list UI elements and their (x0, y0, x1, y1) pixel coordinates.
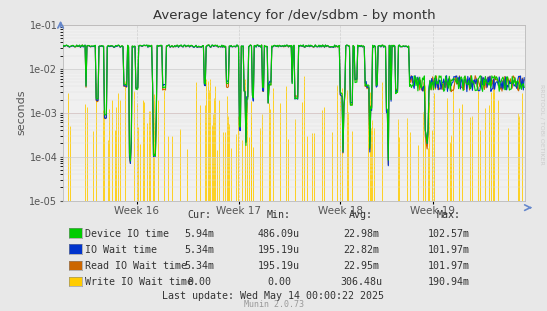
Text: Write IO Wait time: Write IO Wait time (85, 277, 193, 287)
Text: 486.09u: 486.09u (258, 229, 300, 239)
Y-axis label: seconds: seconds (16, 90, 27, 136)
Text: 0.00: 0.00 (188, 277, 212, 287)
Text: 306.48u: 306.48u (340, 277, 382, 287)
Text: IO Wait time: IO Wait time (85, 245, 157, 255)
Text: RRDTOOL / TOBI OETIKER: RRDTOOL / TOBI OETIKER (539, 84, 544, 165)
Text: 190.94m: 190.94m (428, 277, 469, 287)
Text: 102.57m: 102.57m (428, 229, 469, 239)
Text: 0.00: 0.00 (267, 277, 291, 287)
Text: 5.94m: 5.94m (185, 229, 214, 239)
Text: Max:: Max: (437, 210, 461, 220)
Text: Last update: Wed May 14 00:00:22 2025: Last update: Wed May 14 00:00:22 2025 (162, 290, 385, 300)
Text: Min:: Min: (267, 210, 291, 220)
Title: Average latency for /dev/sdbm - by month: Average latency for /dev/sdbm - by month (153, 9, 435, 22)
Text: 101.97m: 101.97m (428, 245, 469, 255)
Text: 22.95m: 22.95m (343, 261, 379, 271)
Text: Cur:: Cur: (188, 210, 212, 220)
Text: Device IO time: Device IO time (85, 229, 169, 239)
Text: 5.34m: 5.34m (185, 245, 214, 255)
Text: 5.34m: 5.34m (185, 261, 214, 271)
Text: 22.82m: 22.82m (343, 245, 379, 255)
Text: 195.19u: 195.19u (258, 245, 300, 255)
Text: Avg:: Avg: (349, 210, 373, 220)
Text: Read IO Wait time: Read IO Wait time (85, 261, 187, 271)
Text: 101.97m: 101.97m (428, 261, 469, 271)
Text: 22.98m: 22.98m (343, 229, 379, 239)
Text: Munin 2.0.73: Munin 2.0.73 (243, 300, 304, 309)
Text: 195.19u: 195.19u (258, 261, 300, 271)
